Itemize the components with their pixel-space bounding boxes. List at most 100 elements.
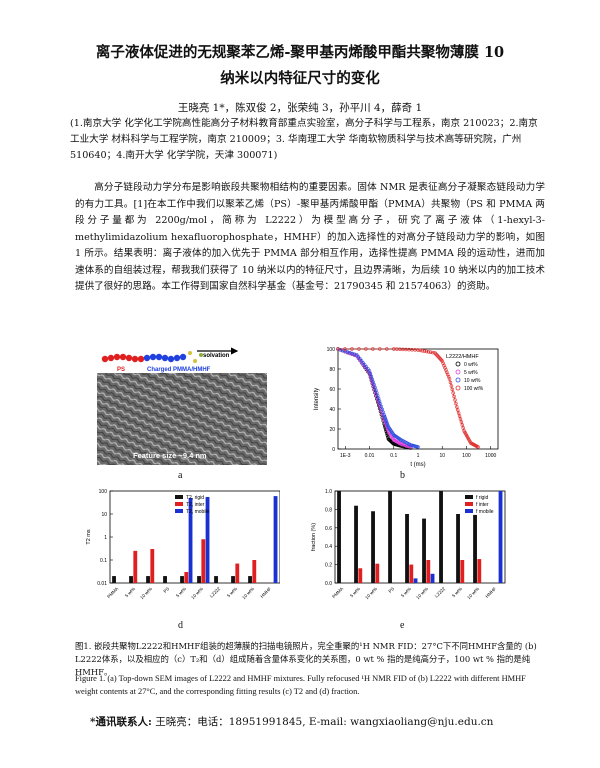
legend-marker [455, 369, 461, 375]
data-point [458, 417, 463, 421]
y-tick-label: 1 [104, 535, 107, 541]
x-tick-label: 10 [439, 453, 445, 459]
bar [146, 576, 150, 583]
x-tick-label: 5 wt% [124, 586, 136, 598]
bar [129, 576, 133, 583]
bar [413, 578, 418, 583]
x-tick-label: 10 wt% [190, 586, 204, 600]
data-point [422, 349, 427, 353]
ps-label: PS [117, 367, 125, 373]
legend-swatch [175, 509, 183, 513]
legend-entry: f mobile [476, 509, 494, 515]
x-tick-label: 10 wt% [466, 586, 480, 600]
ps-chain [101, 353, 145, 363]
y-tick-label: 0.01 [97, 581, 107, 587]
feature-size-label: Feature size ~9.4 nm [133, 451, 207, 460]
charged-pmma-label: Charged PMMA/HMHF [147, 367, 211, 373]
x-tick-label: 10 wt% [415, 586, 429, 600]
data-point [448, 380, 453, 385]
bar [498, 491, 503, 583]
legend-entry: 5 wt% [464, 370, 478, 376]
y-tick-label: 20 [329, 427, 335, 433]
data-point [437, 356, 442, 360]
data-point [452, 394, 456, 399]
x-tick-label: 0.01 [365, 453, 375, 459]
legend-marker [455, 377, 461, 383]
plot-frame [334, 490, 506, 584]
legend-entry: f rigid [476, 495, 488, 501]
bar [235, 563, 240, 583]
bar [163, 576, 167, 583]
x-tick-label: PS [162, 586, 170, 594]
y-tick-label: 100 [327, 347, 336, 353]
x-tick-label: 1E-3 [340, 453, 351, 459]
data-point [418, 348, 422, 353]
data-point [385, 433, 390, 437]
x-tick-label: HMHF [484, 586, 497, 599]
data-point [343, 347, 347, 351]
series-line [337, 348, 411, 448]
data-point [364, 347, 368, 351]
bar [201, 539, 206, 583]
panel-label-e: e [400, 620, 405, 631]
author-list: 王晓亮 1*，陈双俊 2，张荣纯 3，孙平川 4，薛奇 1 [177, 102, 423, 114]
pmma-chain [143, 351, 203, 363]
data-point [429, 350, 433, 354]
bar [188, 497, 193, 583]
y-tick-label: 0.2 [325, 563, 332, 569]
data-point [350, 347, 354, 351]
bar [197, 576, 201, 583]
data-point [385, 347, 389, 351]
data-point [336, 347, 340, 351]
legend-marker [455, 361, 461, 367]
paper-title: 离子液体促进的无规聚苯乙烯-聚甲基丙烯酸甲酯共聚物薄膜 10 纳米以内特征尺寸的… [40, 40, 560, 92]
x-tick-label: L2222 [434, 586, 447, 599]
bar [273, 496, 278, 583]
data-point [454, 401, 458, 406]
data-point [433, 351, 437, 355]
figure-caption-en: Figure 1. (a) Top-down SEM images of L22… [75, 674, 526, 696]
series-line [338, 348, 479, 448]
x-axis-label: t (ms) [410, 462, 425, 468]
data-point [451, 391, 455, 395]
panel-label-b: b [400, 470, 405, 481]
y-axis-label: Intensity [314, 388, 320, 410]
bar [426, 560, 431, 583]
bar [358, 568, 363, 583]
bar [371, 511, 375, 583]
panel-label-d: d [178, 620, 183, 631]
data-point [455, 405, 459, 409]
bar [214, 576, 218, 583]
bar [150, 549, 155, 583]
data-point [384, 417, 388, 422]
x-tick-label: 5 wt% [349, 586, 361, 598]
legend-entry: f inter [476, 502, 489, 508]
y-tick-label: 40 [329, 407, 335, 413]
data-point [371, 347, 375, 351]
solvation-label: solvation [203, 353, 230, 359]
legend-swatch [465, 502, 473, 506]
x-tick-label: 100 [462, 453, 471, 459]
data-point [436, 355, 441, 359]
y-tick-label: 0.8 [325, 507, 332, 513]
bar [422, 518, 426, 583]
legend-swatch [175, 502, 183, 506]
x-tick-label: 0.1 [390, 453, 397, 459]
abstract-text: 高分子链段动力学分布是影响嵌段共聚物相结构的重要因素。固体 NMR 是表征高分子… [75, 182, 545, 292]
bar [337, 491, 341, 583]
bar [409, 564, 414, 583]
y-tick-label: 100 [99, 489, 108, 495]
y-axis-label: fraction (%) [311, 523, 317, 551]
x-tick-label: 1000 [485, 453, 496, 459]
data-point [382, 413, 386, 417]
x-tick-label: 5 wt% [226, 586, 238, 598]
contact-line: *通讯联系人: 王晓亮：电话：18951991845, E-mail: wang… [90, 714, 493, 729]
y-tick-label: 0 [332, 447, 335, 453]
bar [231, 576, 235, 583]
legend-swatch [465, 509, 473, 513]
data-point [416, 445, 420, 449]
data-point [453, 398, 457, 402]
bar [405, 514, 409, 583]
legend-entry: T2, inter [186, 502, 205, 508]
